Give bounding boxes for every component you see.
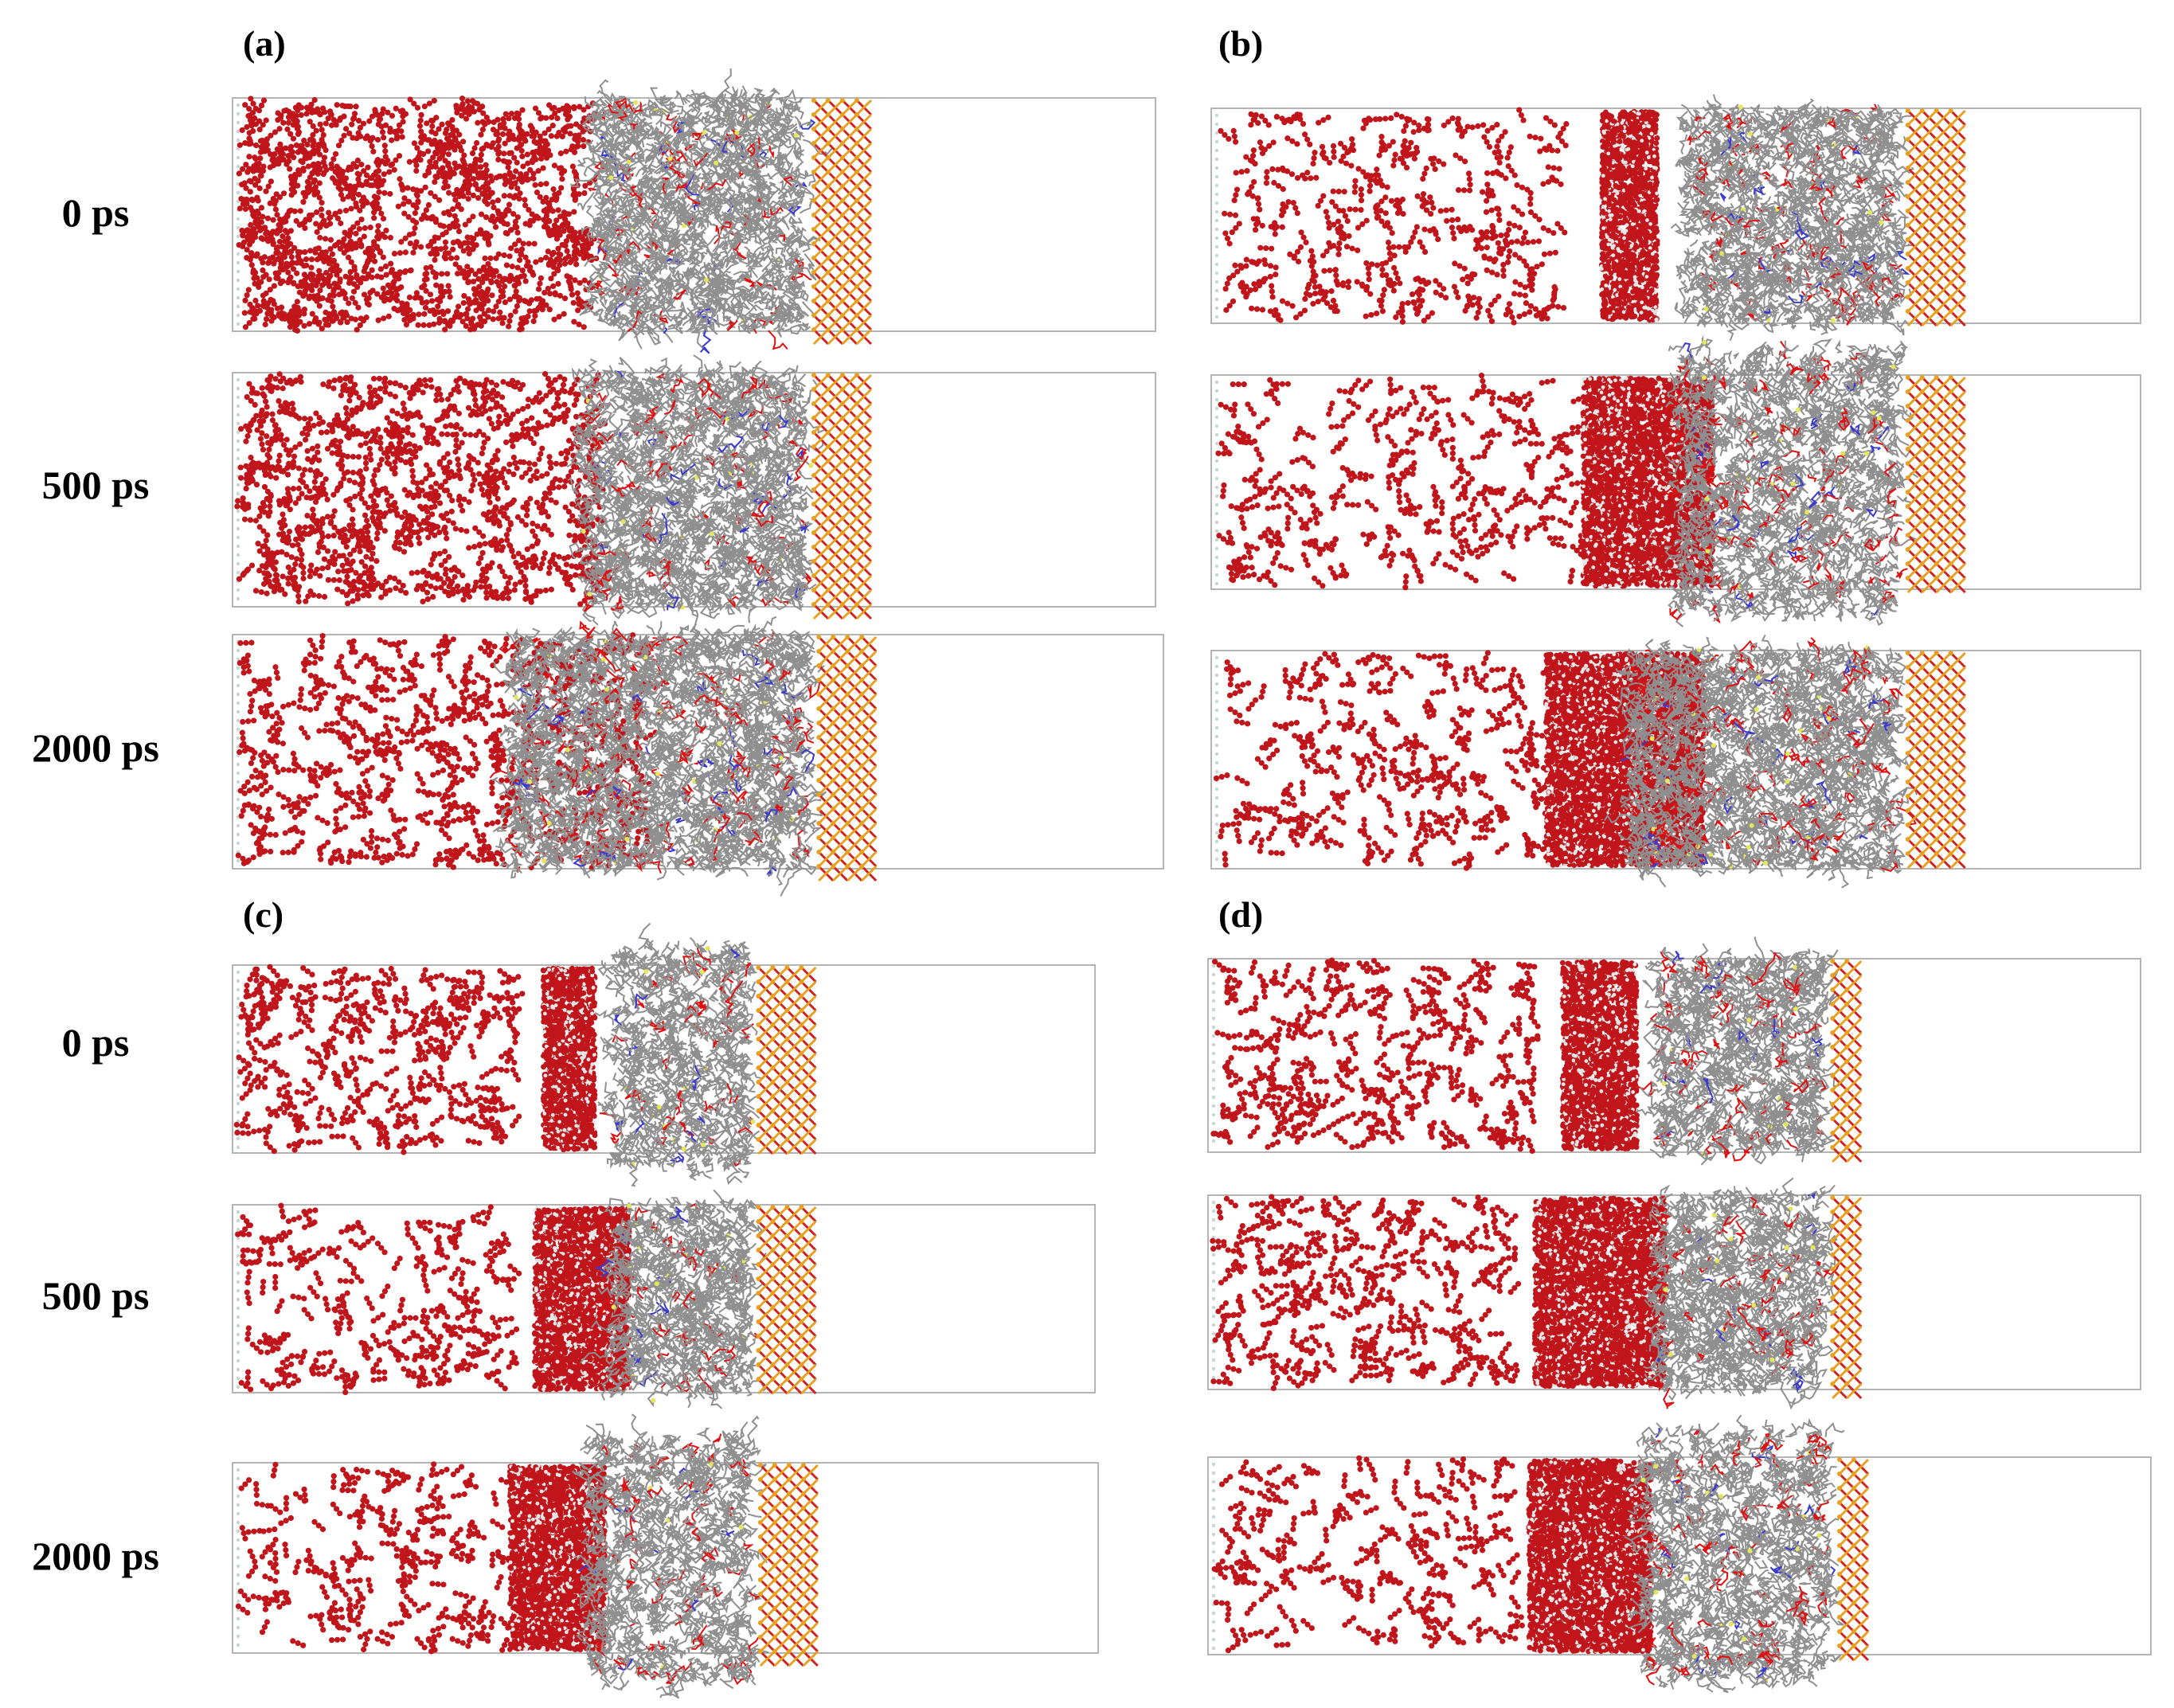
molecular-snapshot	[1209, 1196, 2140, 1389]
snapshot-a-0ps	[232, 97, 1156, 332]
snapshot-c-2000ps	[232, 1462, 1099, 1654]
snapshot-d-0ps	[1207, 958, 2141, 1153]
panel-label-b: (b)	[1218, 22, 1263, 64]
time-label-c-2000: 2000 ps	[4, 1533, 187, 1579]
snapshot-b-500ps	[1210, 374, 2141, 590]
panel-label-c: (c)	[243, 893, 283, 936]
time-label-a-0: 0 ps	[4, 190, 187, 236]
molecular-snapshot	[1212, 109, 2140, 322]
snapshot-d-500ps	[1207, 1194, 2141, 1390]
time-label-c-0: 0 ps	[4, 1019, 187, 1065]
panel-label-a: (a)	[243, 22, 286, 64]
molecular-snapshot	[1209, 1458, 2150, 1654]
snapshot-b-2000ps	[1210, 650, 2141, 870]
molecular-snapshot	[1212, 651, 2140, 868]
snapshot-c-500ps	[232, 1204, 1096, 1393]
time-label-a-500: 500 ps	[4, 462, 187, 508]
molecular-snapshot	[233, 99, 1155, 330]
snapshot-a-2000ps	[232, 634, 1164, 870]
molecular-snapshot	[1212, 376, 2140, 588]
snapshot-a-500ps	[232, 372, 1156, 608]
molecular-snapshot	[1209, 960, 2140, 1151]
molecular-snapshot	[233, 373, 1155, 606]
time-label-c-500: 500 ps	[4, 1272, 187, 1319]
molecular-snapshot	[233, 1464, 1097, 1652]
molecular-snapshot	[233, 635, 1163, 868]
molecular-snapshot	[233, 966, 1094, 1152]
time-label-a-2000: 2000 ps	[4, 725, 187, 771]
panel-label-d: (d)	[1218, 893, 1263, 936]
snapshot-b-0ps	[1210, 107, 2141, 324]
snapshot-c-0ps	[232, 964, 1096, 1154]
molecular-snapshot	[233, 1206, 1094, 1392]
snapshot-d-2000ps	[1207, 1456, 2152, 1655]
